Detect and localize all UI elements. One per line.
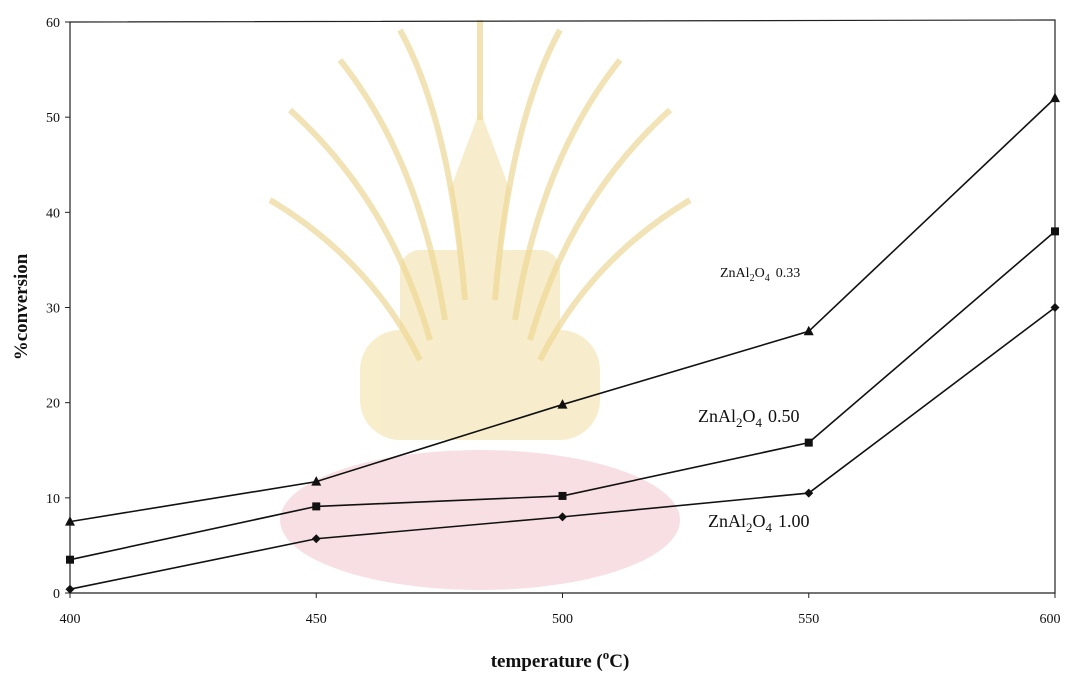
series-0 bbox=[65, 93, 1060, 526]
square-marker bbox=[805, 439, 813, 447]
y-axis-title: %conversion bbox=[11, 253, 32, 360]
y-tick-label: 60 bbox=[46, 16, 60, 31]
x-axis-title-tail: C) bbox=[609, 651, 629, 672]
series-line bbox=[70, 98, 1055, 521]
y-tick-label: 0 bbox=[53, 587, 60, 602]
y-tick-label: 30 bbox=[46, 302, 60, 317]
y-tick-label: 50 bbox=[46, 111, 60, 126]
square-marker bbox=[66, 556, 74, 564]
x-axis-title: temperature (oC) bbox=[491, 647, 630, 672]
diamond-marker bbox=[558, 512, 567, 521]
series-label-050: ZnAl2O4 0.50 bbox=[698, 406, 800, 430]
plot-area bbox=[70, 20, 1055, 593]
y-tick-label: 10 bbox=[46, 492, 60, 507]
diamond-marker bbox=[312, 534, 321, 543]
triangle-marker bbox=[1050, 93, 1060, 103]
x-axis: 400 450 500 550 600 bbox=[60, 593, 1061, 627]
diamond-marker bbox=[66, 585, 75, 594]
series-2 bbox=[66, 303, 1060, 594]
series-label-100: ZnAl2O4 1.00 bbox=[708, 511, 810, 535]
x-tick-label: 550 bbox=[798, 612, 819, 627]
y-tick-label: 40 bbox=[46, 206, 60, 221]
square-marker bbox=[312, 502, 320, 510]
y-tick-label: 20 bbox=[46, 397, 60, 412]
plot-border bbox=[70, 20, 1055, 593]
x-tick-label: 400 bbox=[60, 612, 81, 627]
series-line bbox=[70, 308, 1055, 590]
y-axis: 0 10 20 30 40 50 60 bbox=[46, 16, 70, 602]
x-tick-label: 450 bbox=[306, 612, 327, 627]
series-line bbox=[70, 231, 1055, 559]
x-tick-label: 600 bbox=[1040, 612, 1061, 627]
series-layer bbox=[65, 93, 1060, 594]
x-tick-label: 500 bbox=[552, 612, 573, 627]
series-label-033: ZnAl2O4 0.33 bbox=[720, 266, 800, 284]
square-marker bbox=[1051, 227, 1059, 235]
square-marker bbox=[559, 492, 567, 500]
x-axis-title-text: temperature ( bbox=[491, 651, 603, 672]
